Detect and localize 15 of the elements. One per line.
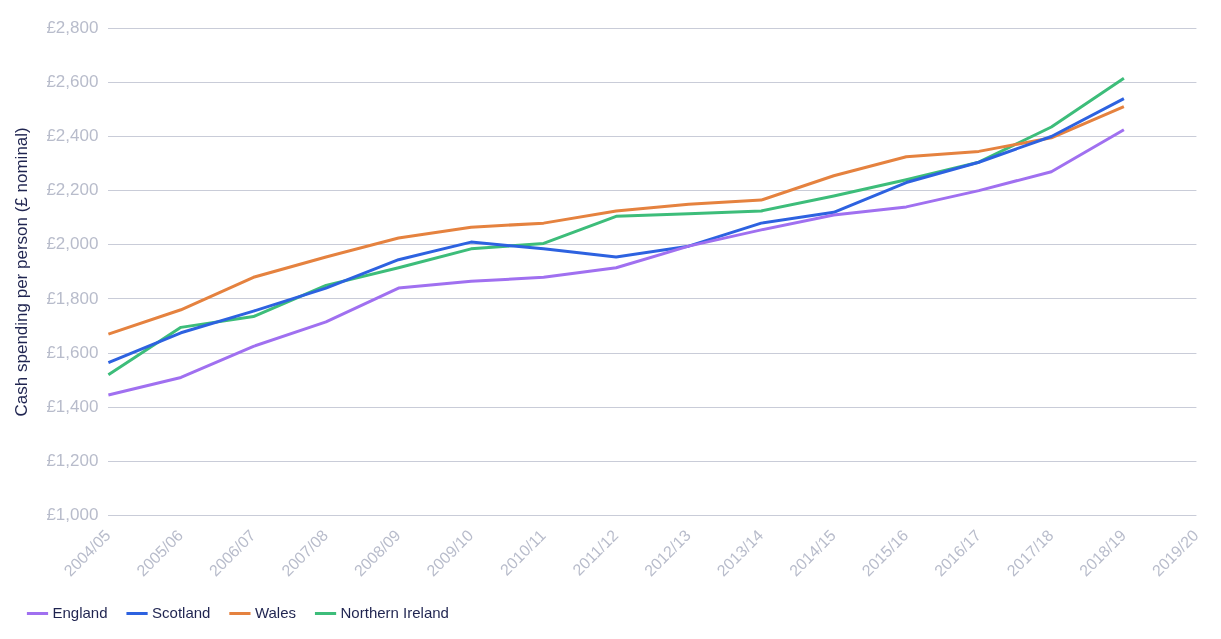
legend-label: Scotland [152, 603, 211, 621]
legend-label: Wales [254, 603, 297, 621]
legend-label: Northern Ireland [340, 603, 449, 621]
y-tick-label: £1,800 [46, 288, 99, 308]
y-tick-label: £2,600 [46, 72, 99, 92]
y-tick-label: £1,000 [46, 505, 99, 525]
y-tick-label: £1,200 [46, 451, 99, 471]
y-tick-label: £2,200 [46, 180, 99, 200]
legend-label: England [52, 603, 108, 621]
y-tick-label: £2,400 [46, 126, 99, 146]
y-tick-label: £2,800 [46, 17, 99, 37]
y-tick-label: £1,400 [46, 396, 99, 416]
y-tick-label: £2,000 [46, 234, 99, 254]
y-tick-label: £1,600 [46, 342, 99, 362]
y-axis-title: Cash spending per person (£ nominal) [11, 127, 31, 417]
